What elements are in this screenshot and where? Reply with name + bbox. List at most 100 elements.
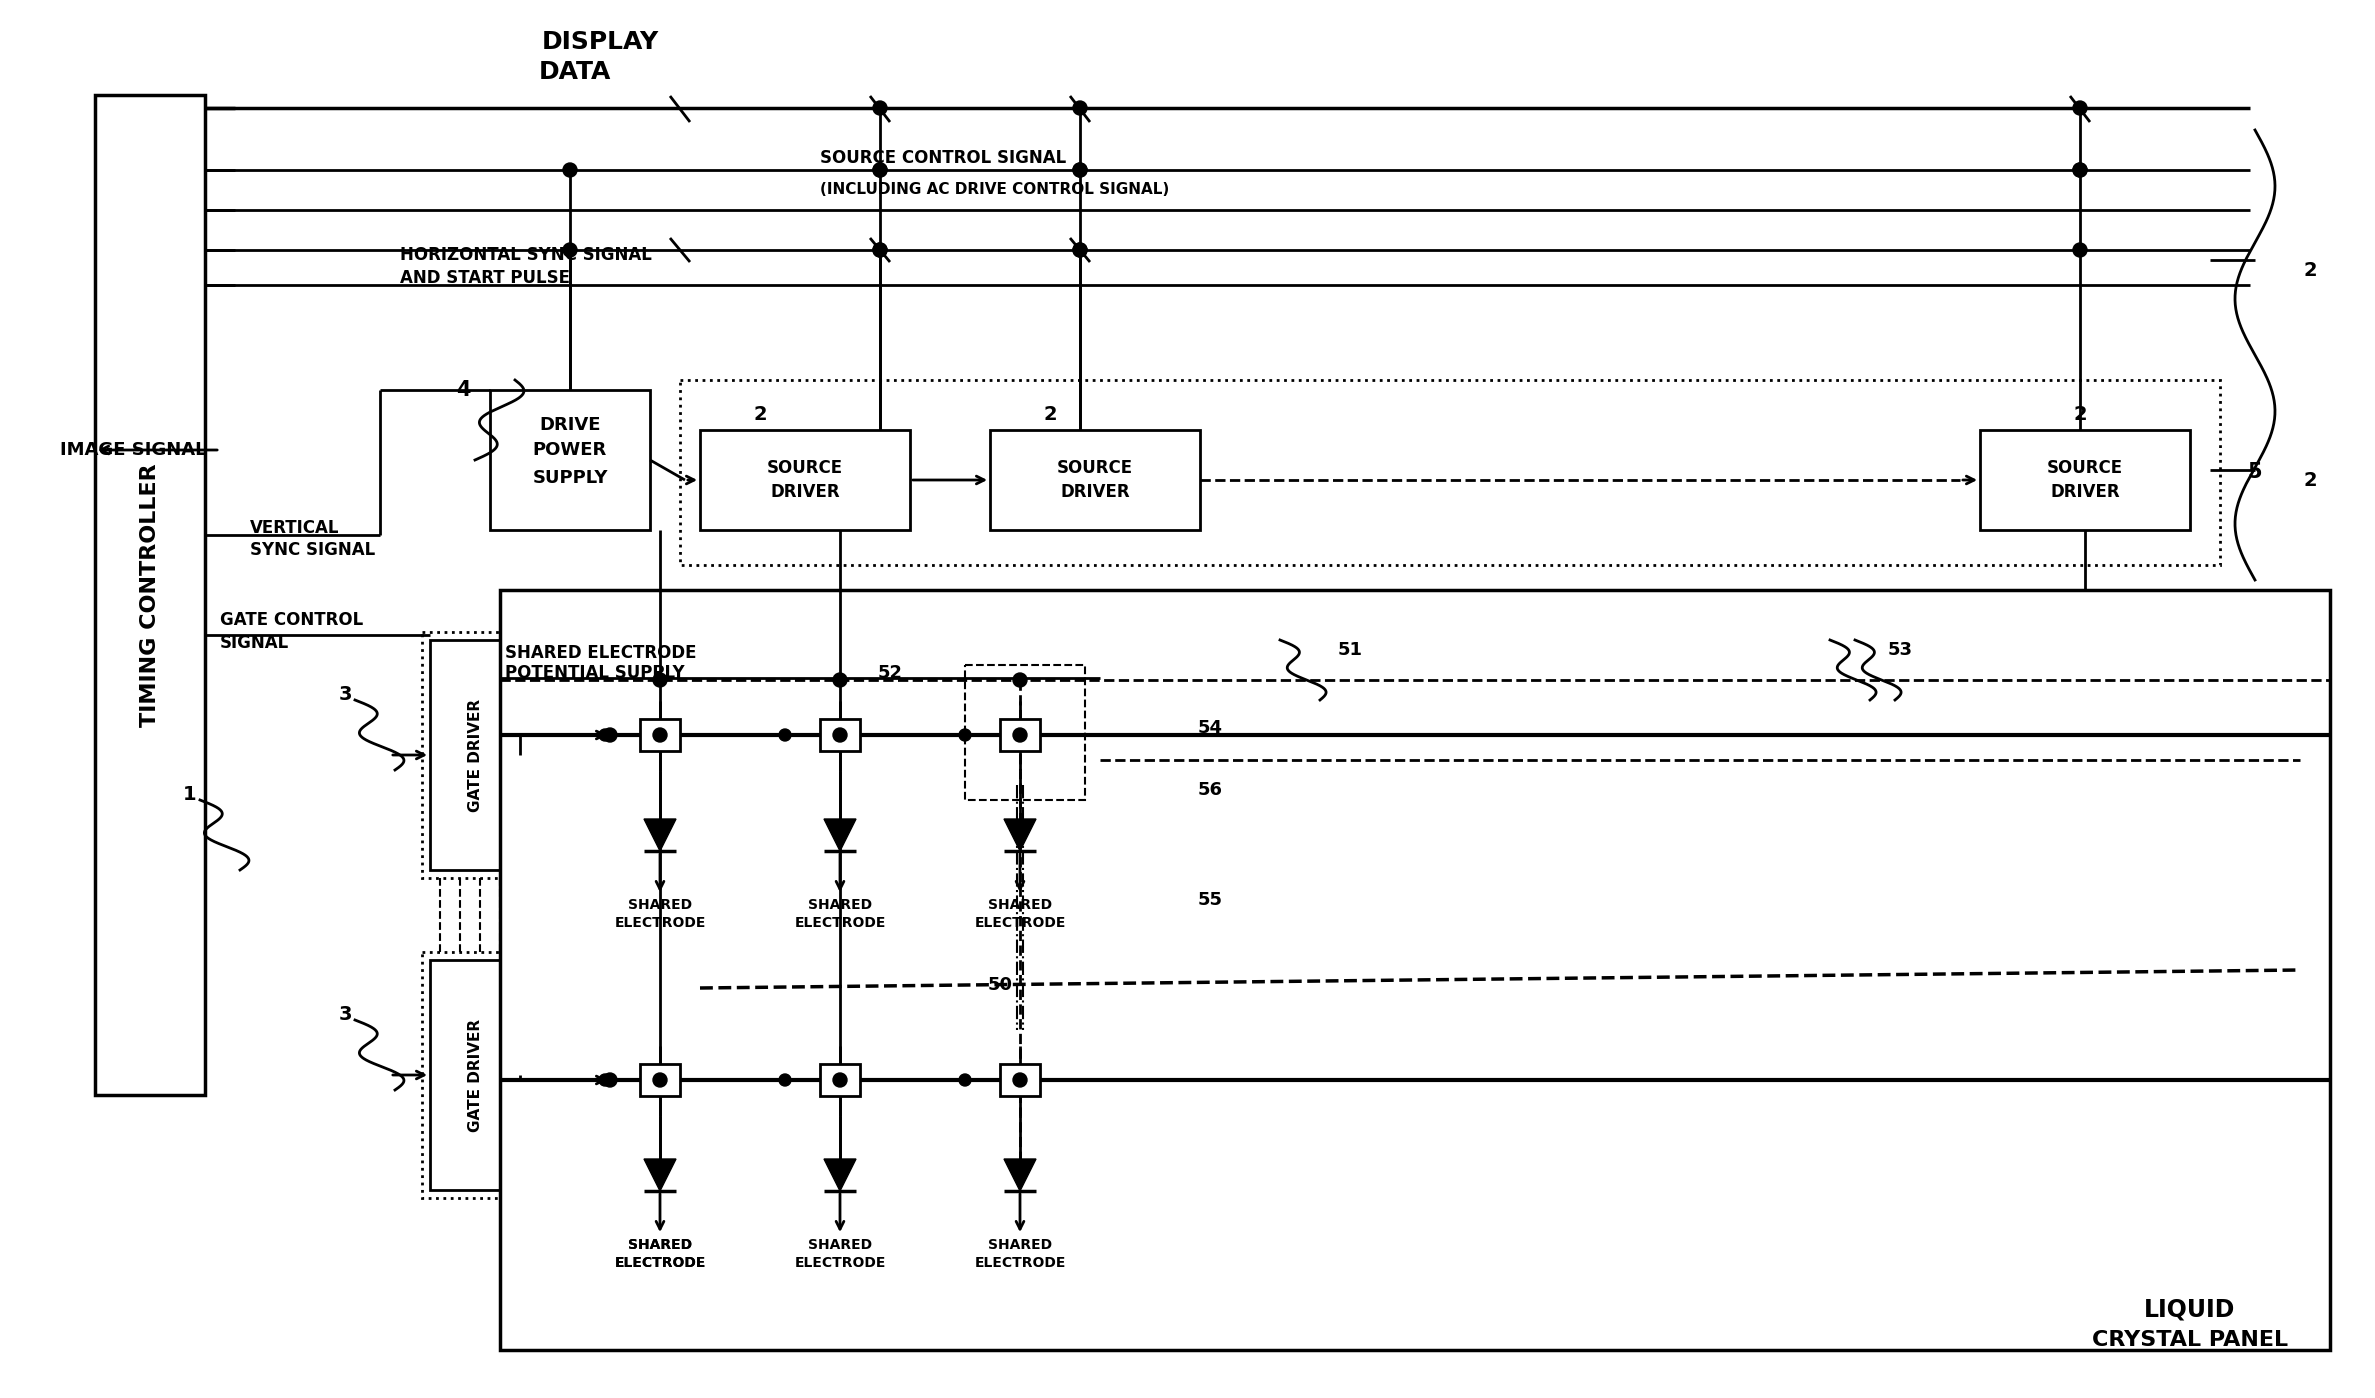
Text: SYNC SIGNAL: SYNC SIGNAL <box>249 541 375 559</box>
Text: 2: 2 <box>1043 405 1057 425</box>
Text: 55: 55 <box>1197 891 1223 909</box>
Text: SHARED: SHARED <box>988 898 1052 911</box>
Text: LIQUID: LIQUID <box>2145 1297 2235 1323</box>
Text: SHARED ELECTRODE: SHARED ELECTRODE <box>506 644 696 663</box>
Circle shape <box>1074 243 1088 257</box>
Text: 2: 2 <box>2304 471 2318 489</box>
Text: ELECTRODE: ELECTRODE <box>615 1255 705 1269</box>
Text: TIMING CONTROLLER: TIMING CONTROLLER <box>140 463 159 727</box>
Text: 4: 4 <box>456 380 470 400</box>
Text: SHARED: SHARED <box>627 898 691 911</box>
Bar <box>1000 719 1040 751</box>
Circle shape <box>779 1074 791 1086</box>
Circle shape <box>603 728 618 742</box>
Bar <box>701 431 910 530</box>
Polygon shape <box>1005 1159 1036 1191</box>
Circle shape <box>834 1074 848 1088</box>
Circle shape <box>1074 164 1088 178</box>
Circle shape <box>874 164 886 178</box>
Text: 2: 2 <box>753 405 767 425</box>
Text: 3: 3 <box>337 685 351 705</box>
Bar <box>423 952 527 1198</box>
Bar <box>964 665 1085 800</box>
Circle shape <box>598 1074 610 1086</box>
Circle shape <box>598 728 610 741</box>
Circle shape <box>1014 728 1026 742</box>
Circle shape <box>653 672 667 686</box>
Bar <box>639 1064 679 1096</box>
Circle shape <box>563 243 577 257</box>
Text: (INCLUDING AC DRIVE CONTROL SIGNAL): (INCLUDING AC DRIVE CONTROL SIGNAL) <box>819 183 1168 197</box>
Text: SHARED: SHARED <box>808 898 872 911</box>
Text: CRYSTAL PANEL: CRYSTAL PANEL <box>2092 1329 2287 1350</box>
Text: ELECTRODE: ELECTRODE <box>974 916 1066 930</box>
Text: DATA: DATA <box>539 60 610 84</box>
Text: 56: 56 <box>1197 781 1223 800</box>
Polygon shape <box>644 819 677 851</box>
Text: SOURCE CONTROL SIGNAL: SOURCE CONTROL SIGNAL <box>819 150 1066 166</box>
Text: DRIVE: DRIVE <box>539 417 601 433</box>
Text: ELECTRODL: ELECTRODL <box>615 1255 705 1269</box>
Circle shape <box>2073 243 2088 257</box>
Bar <box>1000 1064 1040 1096</box>
Text: SHARED: SHARED <box>627 1239 691 1253</box>
Text: 2: 2 <box>2304 260 2318 280</box>
Text: ELECTRODE: ELECTRODE <box>793 1255 886 1269</box>
Polygon shape <box>824 1159 855 1191</box>
Text: ELECTRODE: ELECTRODE <box>615 916 705 930</box>
Text: ELECTRODE: ELECTRODE <box>974 1255 1066 1269</box>
Text: SHARED: SHARED <box>808 1239 872 1253</box>
Text: 1: 1 <box>183 786 197 804</box>
Text: 50: 50 <box>988 976 1012 994</box>
Text: POTENTIAL SUPPLY: POTENTIAL SUPPLY <box>506 664 684 682</box>
Circle shape <box>1074 101 1088 115</box>
Circle shape <box>1074 243 1088 257</box>
Polygon shape <box>824 819 855 851</box>
Circle shape <box>2073 101 2088 115</box>
Circle shape <box>874 243 886 257</box>
Text: IMAGE SIGNAL: IMAGE SIGNAL <box>59 440 207 459</box>
Text: 51: 51 <box>1337 642 1363 658</box>
Text: 2: 2 <box>2073 405 2088 425</box>
Text: 52: 52 <box>876 664 902 682</box>
Circle shape <box>653 1074 667 1088</box>
Bar <box>819 1064 860 1096</box>
Polygon shape <box>644 1159 677 1191</box>
Bar <box>95 95 204 1095</box>
Bar <box>990 431 1199 530</box>
Text: SUPPLY: SUPPLY <box>532 468 608 487</box>
Text: HORIZONTAL SYNC SIGNAL: HORIZONTAL SYNC SIGNAL <box>399 246 651 264</box>
Circle shape <box>834 672 848 686</box>
Circle shape <box>653 728 667 742</box>
Polygon shape <box>1005 819 1036 851</box>
Bar <box>819 719 860 751</box>
Bar <box>501 590 2330 1350</box>
Text: SHARED: SHARED <box>627 1239 691 1253</box>
Circle shape <box>1074 164 1088 178</box>
Text: SOURCE: SOURCE <box>767 459 843 477</box>
Circle shape <box>563 164 577 178</box>
Circle shape <box>2073 164 2088 178</box>
Circle shape <box>960 728 971 741</box>
Bar <box>489 390 651 530</box>
Text: AND START PULSE: AND START PULSE <box>399 268 570 287</box>
Circle shape <box>779 728 791 741</box>
Circle shape <box>960 1074 971 1086</box>
Text: GATE DRIVER: GATE DRIVER <box>468 699 482 812</box>
Text: GATE DRIVER: GATE DRIVER <box>468 1018 482 1131</box>
Text: VERTICAL: VERTICAL <box>249 519 340 537</box>
Text: DRIVER: DRIVER <box>770 482 841 500</box>
Text: SOURCE: SOURCE <box>2047 459 2123 477</box>
Circle shape <box>1014 1074 1026 1088</box>
Text: SOURCE: SOURCE <box>1057 459 1133 477</box>
Bar <box>1981 431 2190 530</box>
Text: ELECTRODE: ELECTRODE <box>793 916 886 930</box>
Circle shape <box>1014 672 1026 686</box>
Bar <box>430 640 520 870</box>
Text: SHARED: SHARED <box>988 1239 1052 1253</box>
Text: DISPLAY: DISPLAY <box>542 29 658 55</box>
Bar <box>430 960 520 1190</box>
Circle shape <box>874 243 886 257</box>
Text: DRIVER: DRIVER <box>1059 482 1130 500</box>
Text: 54: 54 <box>1197 719 1223 737</box>
